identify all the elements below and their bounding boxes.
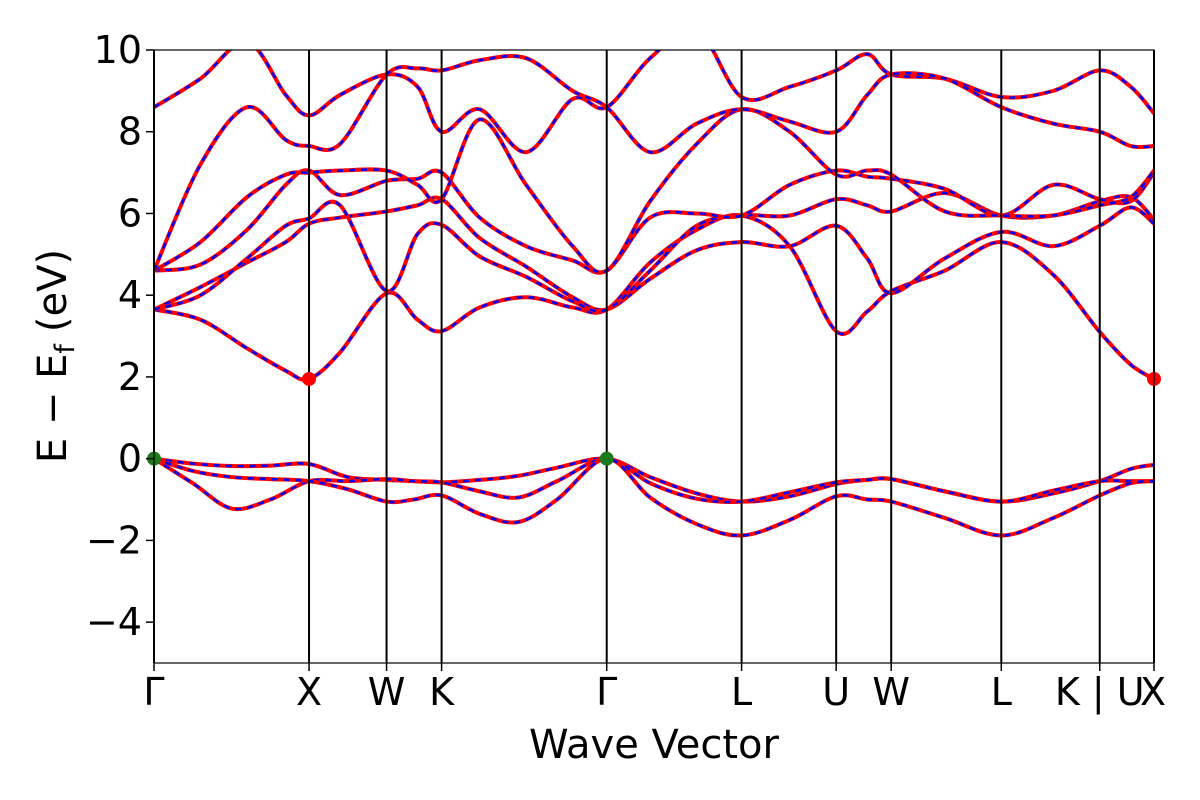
band-4-line — [154, 213, 1154, 382]
y-axis-label-subscript: f — [50, 343, 81, 354]
x-tick-label: Γ — [143, 670, 164, 714]
x-tick-label: X — [1140, 670, 1166, 714]
band-10-overlay — [154, 54, 1154, 272]
plot-area — [147, 49, 1161, 664]
y-tick-label: 2 — [118, 355, 142, 399]
y-axis: −4 −2 0 2 4 6 8 10 — [86, 28, 154, 644]
band-edge-markers — [147, 371, 1161, 466]
y-tick-label: −2 — [86, 518, 142, 562]
y-axis-label-main: E − E — [30, 354, 76, 464]
band-5-overlay — [154, 196, 1154, 312]
band-9-overlay — [154, 50, 1154, 154]
x-tick-label: W — [872, 670, 910, 714]
band-3-line — [154, 456, 1154, 538]
band-6-line — [154, 191, 1154, 314]
x-tick-label: W — [368, 670, 406, 714]
x-axis-label: Wave Vector — [529, 722, 780, 768]
band-3-overlay — [154, 457, 1154, 537]
cbm-marker-3 — [302, 371, 317, 386]
y-tick-label: 0 — [118, 437, 142, 481]
y-tick-label: −4 — [86, 600, 142, 644]
high-symmetry-lines — [153, 50, 1155, 663]
y-tick-label: 8 — [118, 110, 142, 154]
band-4-overlay — [154, 213, 1154, 381]
band-9-line — [154, 50, 1154, 155]
band-6-overlay — [154, 191, 1154, 313]
y-tick-label: 6 — [118, 191, 142, 235]
band-10-line — [154, 54, 1154, 273]
plot-frame — [153, 49, 1155, 664]
x-tick-label: X — [296, 670, 322, 714]
x-tick-label: K — [429, 670, 455, 714]
band-2-overlay — [154, 457, 1154, 511]
band-lines — [154, 50, 1154, 538]
band-8-overlay — [154, 107, 1154, 274]
x-tick-label: Γ — [596, 670, 617, 714]
x-tick-label: L — [731, 670, 752, 714]
y-axis-label-unit: (eV) — [30, 249, 76, 332]
band-8-line — [154, 107, 1154, 275]
x-tick-label: U — [822, 670, 850, 714]
x-tick-label: L — [991, 670, 1012, 714]
y-tick-label: 10 — [94, 28, 142, 72]
y-tick-label: 4 — [118, 273, 142, 317]
y-axis-label: E − Ef (eV) — [30, 249, 81, 463]
vbm-marker-2 — [599, 451, 614, 466]
x-tick-label: K | U — [1055, 670, 1145, 715]
